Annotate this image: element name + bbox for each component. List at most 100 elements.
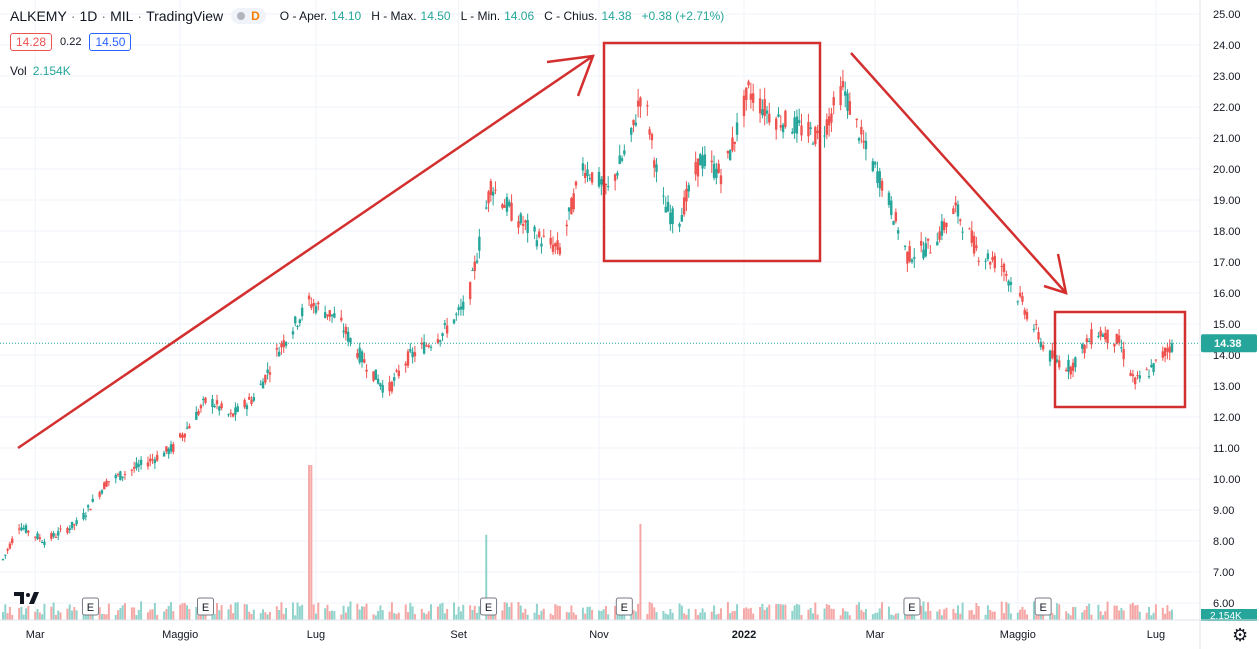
volume-bar <box>186 605 189 620</box>
candle-body <box>146 462 150 467</box>
earnings-flag-label: E <box>908 602 915 614</box>
separator-dot: · <box>101 8 107 24</box>
earnings-flag-icon <box>1034 597 1052 616</box>
volume-bar <box>614 605 617 620</box>
volume-bar <box>117 610 120 620</box>
candle-body <box>678 223 681 227</box>
candle-body <box>682 197 686 215</box>
ask-price[interactable]: 14.50 <box>89 33 132 51</box>
volume-bar <box>377 610 380 620</box>
volume-bar <box>340 614 343 620</box>
bid-price[interactable]: 14.28 <box>10 33 53 51</box>
candle-body <box>135 462 138 469</box>
open-value: 14.10 <box>331 9 362 23</box>
volume-bar <box>262 609 265 620</box>
spread-value: 0.22 <box>60 36 82 48</box>
low-key: L - Min. <box>460 9 501 23</box>
gear-icon[interactable]: ⚙ <box>1232 625 1249 645</box>
candle-body <box>1117 335 1121 343</box>
candle-body <box>487 191 490 204</box>
volume-bar <box>250 614 253 620</box>
candle-body <box>908 246 911 262</box>
volume-value: 2.154K <box>32 64 71 78</box>
candle-body <box>443 323 447 326</box>
candle-body <box>855 118 858 121</box>
volume-bar <box>1003 613 1006 620</box>
price-tick-label: 8.00 <box>1213 536 1234 548</box>
candle-body <box>597 171 601 187</box>
candle-body <box>50 533 53 539</box>
candle-body <box>1064 369 1068 371</box>
visibility-toggle[interactable]: D <box>231 8 266 24</box>
volume-bar <box>913 614 916 620</box>
earnings-flag-icon <box>81 597 99 616</box>
price-tick-label: 15.00 <box>1213 319 1241 331</box>
chart-header: ALKEMY · 1D · MIL · TradingView D O - Ap… <box>10 6 730 26</box>
volume-bar <box>973 614 976 620</box>
grid-lines <box>0 0 1200 620</box>
candle-body <box>121 476 124 478</box>
volume-bar <box>27 605 30 620</box>
volume-bar <box>1032 601 1035 620</box>
candle-body <box>105 480 108 487</box>
volume-bar <box>908 612 911 620</box>
volume-bar <box>1074 606 1077 620</box>
volume-bar <box>220 605 223 620</box>
candle-body <box>261 381 265 389</box>
candle-body <box>896 230 900 234</box>
volume-bar <box>685 614 688 620</box>
candle-body <box>409 349 412 352</box>
time-tick-label: Mar <box>866 629 885 641</box>
volume-bar <box>395 614 398 620</box>
volume-bar <box>1053 614 1056 620</box>
candle-body <box>632 119 635 126</box>
candle-body <box>745 87 748 101</box>
candle-body <box>551 244 555 252</box>
volume-bar <box>167 605 170 620</box>
volume-bar <box>519 605 522 620</box>
candle-body <box>832 97 835 106</box>
candle-body <box>1083 344 1086 354</box>
volume-bar <box>1007 603 1010 620</box>
volume-bar <box>1069 615 1072 620</box>
volume-bar <box>1131 602 1134 620</box>
candle-body <box>876 171 879 183</box>
candle-body <box>82 512 85 520</box>
volume-bar <box>1115 605 1118 620</box>
candle-body <box>1147 376 1151 378</box>
candle-body <box>1074 357 1077 368</box>
volume-bar <box>602 609 605 620</box>
symbol-name[interactable]: ALKEMY <box>10 8 67 24</box>
uptrend-arrow-line <box>17 54 594 450</box>
volume-bar <box>1026 614 1029 620</box>
volume-bar <box>1168 611 1171 620</box>
candle-body <box>816 130 819 134</box>
candle-body <box>807 122 810 137</box>
top-range-box <box>602 41 822 263</box>
candle-body <box>11 538 14 544</box>
volume-bar <box>864 609 867 620</box>
volume-bar <box>66 608 69 620</box>
candle-body <box>162 452 166 457</box>
volume-bar <box>1164 613 1167 620</box>
earnings-flag-icon <box>903 597 921 616</box>
candle-body <box>795 116 799 134</box>
candle-body <box>86 505 90 508</box>
candle-body <box>425 345 428 347</box>
interval-label[interactable]: 1D <box>79 8 98 24</box>
volume-bar <box>18 607 21 620</box>
tradingview-logo-icon[interactable] <box>14 590 40 606</box>
candle-body <box>188 426 191 429</box>
candle-body <box>427 345 430 348</box>
high-value: 14.50 <box>420 9 451 23</box>
volume-bar <box>703 612 706 620</box>
volume-bar <box>1129 604 1132 620</box>
volume-bar <box>149 609 152 620</box>
earnings-flag-label: E <box>202 602 209 614</box>
volume-bar <box>927 602 930 620</box>
volume-bar <box>1171 609 1173 620</box>
candle-body <box>243 399 246 408</box>
candle-body <box>793 117 796 133</box>
volume-bar <box>938 609 941 620</box>
